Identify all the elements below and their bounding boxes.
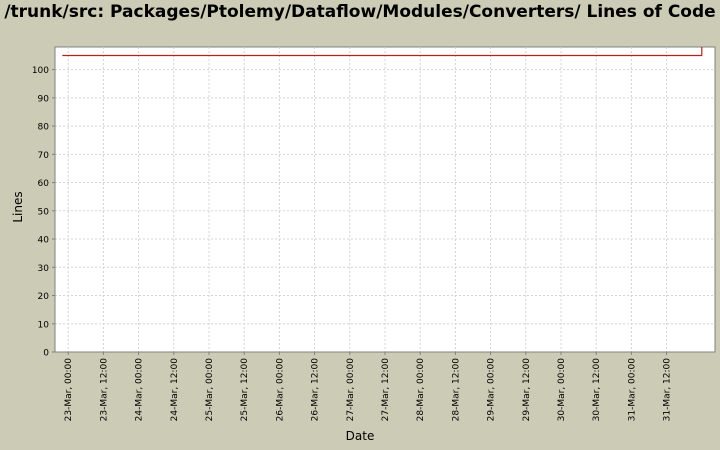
x-tick-label: 27-Mar, 12:00 <box>381 358 391 422</box>
x-tick-label: 29-Mar, 00:00 <box>487 358 497 422</box>
x-tick-label: 24-Mar, 12:00 <box>170 358 180 422</box>
y-tick-label: 50 <box>38 207 50 217</box>
y-tick-label: 70 <box>38 151 50 161</box>
y-tick-label: 80 <box>38 123 50 133</box>
x-tick-label: 30-Mar, 00:00 <box>557 358 567 422</box>
x-tick-label: 30-Mar, 12:00 <box>592 358 602 422</box>
x-tick-label: 24-Mar, 00:00 <box>135 358 145 422</box>
x-tick-label: 23-Mar, 12:00 <box>99 358 109 422</box>
y-tick-label: 0 <box>43 349 49 359</box>
x-axis-label: Date <box>345 429 375 443</box>
y-tick-label: 100 <box>32 66 49 76</box>
x-tick-label: 23-Mar, 00:00 <box>64 358 74 422</box>
x-tick-label: 27-Mar, 00:00 <box>346 358 356 422</box>
chart-title: /trunk/src: Packages/Ptolemy/Dataflow/Mo… <box>4 2 716 22</box>
x-tick-label: 29-Mar, 12:00 <box>522 358 532 422</box>
y-axis-label: Lines <box>11 191 25 223</box>
x-tick-label: 28-Mar, 00:00 <box>416 358 426 422</box>
x-tick-label: 31-Mar, 12:00 <box>663 358 673 422</box>
x-tick-label: 25-Mar, 12:00 <box>240 358 250 422</box>
series-line <box>62 47 703 57</box>
y-tick-label: 90 <box>38 94 50 104</box>
x-tick-label: 26-Mar, 00:00 <box>275 358 285 422</box>
x-tick-label: 25-Mar, 00:00 <box>205 358 215 422</box>
x-tick-label: 28-Mar, 12:00 <box>451 358 461 422</box>
y-tick-label: 40 <box>38 236 50 246</box>
y-tick-label: 30 <box>38 264 50 274</box>
y-tick-label: 20 <box>38 292 50 302</box>
y-tick-label: 60 <box>38 179 50 189</box>
x-tick-label: 26-Mar, 12:00 <box>311 358 321 422</box>
x-tick-label: 31-Mar, 00:00 <box>627 358 637 422</box>
y-tick-label: 10 <box>38 320 50 330</box>
